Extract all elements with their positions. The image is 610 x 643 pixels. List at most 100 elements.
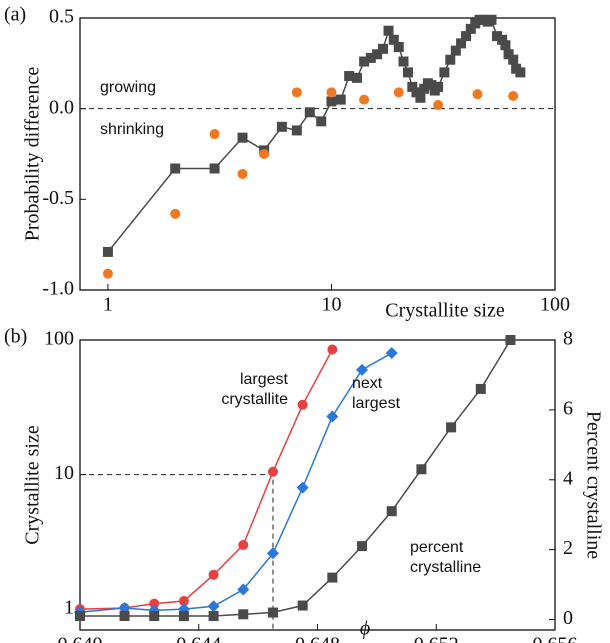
y-tick-label: 100 [44, 328, 74, 350]
marker [515, 67, 526, 78]
marker [426, 80, 437, 91]
x-tick-label: 0.648 [295, 634, 340, 643]
marker [178, 611, 189, 622]
marker [326, 96, 337, 107]
panel-label: (a) [4, 4, 26, 26]
x-tick-label: 0.656 [533, 634, 578, 643]
marker [178, 595, 189, 606]
marker [296, 481, 309, 494]
x-tick-label: 0.640 [58, 634, 103, 643]
x-tick-label: 0.652 [414, 634, 459, 643]
y2-tick-label: 2 [563, 537, 573, 559]
marker [433, 100, 444, 111]
y2-tick-label: 0 [563, 607, 573, 629]
marker [359, 94, 370, 105]
marker [461, 31, 472, 42]
marker [102, 268, 113, 279]
annotation: percent [410, 539, 464, 556]
x-tick-label: 10 [321, 294, 341, 316]
marker [385, 347, 398, 360]
marker [326, 87, 337, 98]
marker [500, 40, 511, 51]
marker [456, 38, 467, 49]
marker [411, 87, 422, 98]
marker [335, 94, 346, 105]
plot-frame [79, 17, 556, 291]
series-line [79, 349, 334, 610]
marker [433, 81, 444, 92]
y2-axis-label: Percent crystalline [582, 411, 604, 559]
marker [276, 121, 287, 132]
marker [102, 246, 113, 257]
marker [237, 132, 248, 143]
marker [304, 107, 315, 118]
y-axis-label: Probability difference [22, 67, 44, 242]
marker [403, 67, 414, 78]
annotation: shrinking [100, 121, 164, 138]
marker [291, 125, 302, 136]
y-tick-label: -0.5 [42, 187, 74, 209]
marker [297, 399, 308, 410]
marker [356, 363, 369, 376]
marker [237, 168, 248, 179]
marker [238, 609, 249, 620]
marker [497, 34, 508, 45]
y-tick-label: 0.0 [49, 96, 74, 118]
marker [388, 34, 399, 45]
marker [450, 45, 461, 56]
marker [445, 54, 456, 65]
y-tick-label: 10 [54, 462, 74, 484]
marker [393, 87, 404, 98]
marker [209, 163, 220, 174]
marker [149, 611, 160, 622]
y2-tick-label: 4 [563, 467, 573, 489]
marker [446, 422, 457, 433]
marker [327, 344, 338, 355]
marker [119, 611, 130, 622]
marker [207, 600, 220, 613]
marker [208, 569, 219, 580]
x-axis-label: ϕ [360, 618, 370, 640]
marker [407, 81, 418, 92]
marker [291, 87, 302, 98]
marker [297, 600, 308, 611]
marker [383, 25, 394, 36]
y-tick-label: -1.0 [42, 278, 74, 300]
marker [503, 49, 514, 60]
marker [238, 539, 249, 550]
marker [465, 23, 476, 34]
marker [386, 506, 397, 517]
marker [486, 14, 497, 25]
marker [415, 92, 426, 103]
marker [508, 90, 519, 101]
marker [267, 607, 278, 618]
y-tick-label: 1 [64, 597, 74, 619]
marker [398, 56, 409, 67]
y-axis-label: Crystallite size [22, 425, 44, 545]
marker [472, 89, 483, 100]
marker [505, 335, 516, 345]
annotation: growing [100, 79, 156, 96]
marker [170, 208, 181, 219]
marker [416, 464, 427, 475]
annotation: largest [240, 371, 289, 388]
annotation: next [352, 375, 383, 392]
marker [75, 611, 85, 622]
marker [491, 31, 502, 42]
marker [357, 541, 368, 552]
y2-tick-label: 8 [563, 328, 573, 350]
x-axis-label: Crystallite size [385, 300, 505, 322]
marker [208, 611, 219, 622]
x-tick-label: 100 [540, 294, 570, 316]
marker [316, 116, 327, 127]
y2-tick-label: 6 [563, 397, 573, 419]
marker [209, 129, 220, 140]
marker [327, 572, 338, 583]
marker [344, 71, 355, 82]
x-tick-label: 1 [103, 294, 113, 316]
marker [393, 42, 404, 53]
marker [359, 56, 370, 67]
marker [419, 83, 430, 94]
marker [326, 410, 339, 423]
